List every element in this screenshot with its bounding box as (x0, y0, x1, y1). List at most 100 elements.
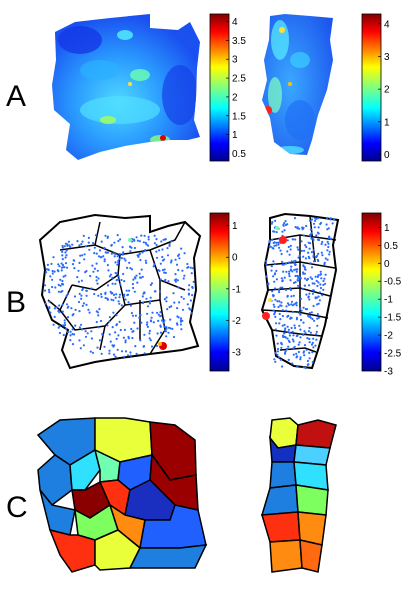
sample-point (145, 261, 148, 264)
sample-point (159, 315, 162, 318)
sample-point (272, 275, 275, 278)
sample-point (112, 252, 115, 255)
sample-point (291, 330, 294, 333)
sample-point (303, 284, 306, 287)
sample-point (295, 304, 298, 307)
sample-point (47, 288, 51, 291)
colorbar-tick-label: 0 (384, 150, 390, 161)
sample-point (168, 244, 171, 247)
sample-point (113, 344, 116, 347)
sample-point (48, 291, 51, 294)
sample-point (51, 269, 54, 273)
sample-point (157, 268, 160, 272)
sample-point (298, 341, 301, 344)
sample-point (283, 332, 286, 335)
sample-point (84, 335, 88, 338)
sample-point (321, 294, 324, 297)
sample-point (95, 252, 98, 255)
sample-point (297, 248, 300, 251)
sample-point (294, 263, 297, 267)
sample-point (87, 236, 90, 239)
sample-point (159, 331, 163, 334)
sample-point (114, 271, 117, 275)
sample-point (61, 310, 64, 313)
sample-point (147, 244, 150, 247)
sample-point (302, 264, 305, 267)
sample-point (311, 351, 314, 354)
colorbar-tick-label: -2.5 (384, 349, 402, 360)
sample-point (142, 301, 145, 305)
sample-point (280, 346, 283, 349)
sample-point (65, 254, 68, 257)
sample-point (58, 265, 61, 268)
sample-point (272, 303, 275, 306)
sample-point (150, 345, 154, 348)
sample-point (59, 284, 62, 287)
sample-point (103, 246, 106, 250)
sample-point (66, 316, 70, 319)
sample-point (286, 337, 289, 340)
sample-point (319, 286, 322, 290)
sample-point (52, 256, 55, 259)
sample-point (145, 297, 148, 300)
sample-point (134, 345, 137, 348)
sample-point (110, 298, 113, 301)
sample-point (328, 250, 331, 253)
sample-point (166, 247, 169, 250)
sample-point (170, 259, 173, 262)
sample-point (311, 292, 314, 295)
sample-point (127, 301, 130, 304)
sample-point (164, 238, 167, 241)
sample-point (289, 288, 292, 291)
sample-point (299, 319, 303, 322)
sample-point (317, 316, 320, 319)
sample-point (292, 340, 295, 343)
sample-point (159, 278, 162, 281)
sample-point (144, 259, 147, 262)
sample-point (69, 339, 72, 342)
sample-point (280, 342, 283, 345)
sample-point (98, 249, 102, 252)
sample-point (49, 311, 52, 314)
sample-point (163, 298, 166, 301)
sample-point (133, 246, 136, 250)
sample-point (79, 347, 82, 350)
sample-point (161, 269, 164, 272)
sample-point (117, 334, 120, 337)
sample-point (308, 337, 311, 341)
sample-point (288, 334, 291, 337)
sample-point (166, 254, 170, 257)
sample-point (273, 287, 277, 290)
sample-point (51, 278, 54, 281)
sample-point (317, 274, 320, 277)
sample-point (278, 312, 281, 316)
sample-point (179, 320, 183, 323)
sample-point (295, 316, 299, 319)
sample-point (161, 255, 164, 259)
sample-point (131, 314, 135, 317)
sample-point (317, 281, 320, 284)
sample-point (124, 350, 128, 353)
sample-point (142, 241, 145, 244)
sample-point (101, 332, 104, 336)
sample-point (287, 358, 290, 361)
sample-point (294, 238, 297, 241)
sample-point (319, 221, 323, 225)
sample-point (307, 251, 310, 254)
sample-point (155, 238, 158, 241)
sample-point (290, 295, 293, 298)
sample-point (109, 290, 112, 293)
sample-point (78, 339, 81, 342)
sample-point (97, 255, 101, 258)
sample-point (317, 302, 320, 305)
sample-point (191, 294, 194, 297)
sample-point (130, 327, 133, 331)
sample-point (57, 263, 60, 266)
sample-point (283, 335, 286, 338)
sample-point (96, 282, 99, 285)
sample-point (146, 325, 149, 328)
sample-point (292, 353, 295, 356)
sample-point (316, 313, 319, 316)
sample-point (270, 269, 273, 272)
